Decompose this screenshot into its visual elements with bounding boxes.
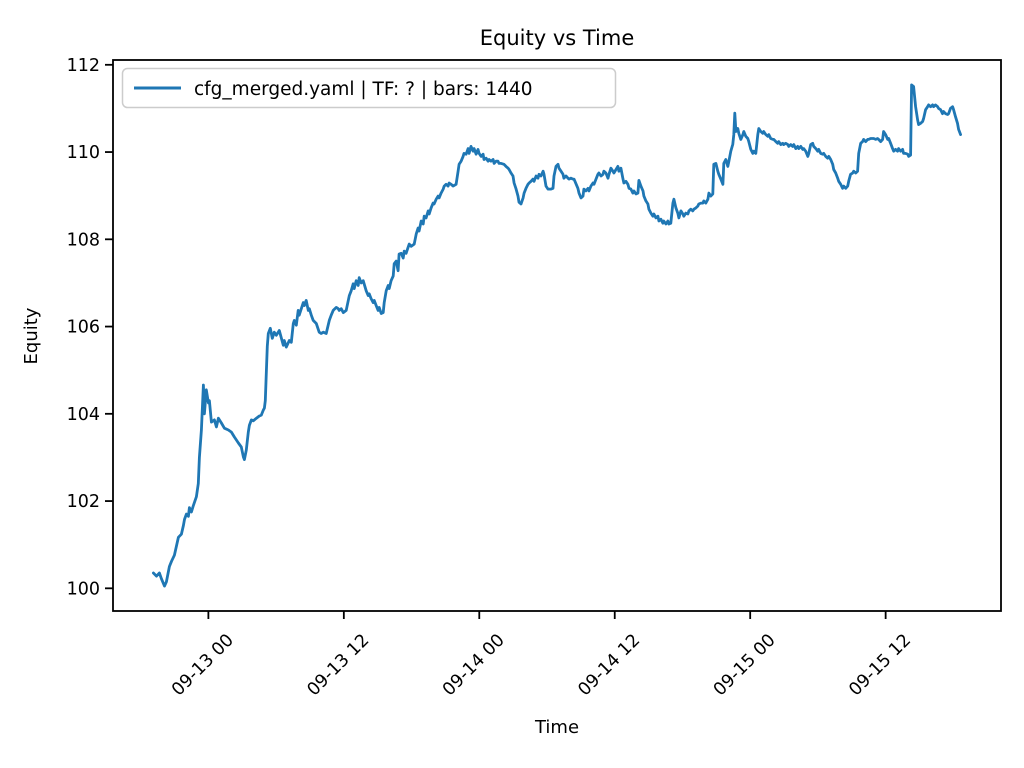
x-tick-label: 09-13 12: [304, 630, 374, 700]
x-tick-label: 09-15 12: [845, 630, 915, 700]
legend-label: cfg_merged.yaml | TF: ? | bars: 1440: [194, 79, 533, 100]
legend-box: [121, 67, 617, 109]
x-tick-label: 09-14 12: [574, 630, 644, 700]
y-ticks: 100 102 104 106 108 110 112: [67, 56, 113, 599]
y-tick-label: 104: [67, 405, 100, 425]
equity-line: [151, 83, 962, 588]
y-axis-label: Equity: [21, 307, 42, 364]
x-tick-label: 09-14 00: [439, 630, 509, 700]
y-tick-label: 106: [67, 318, 100, 338]
y-tick-label: 100: [67, 579, 100, 599]
legend: cfg_merged.yaml | TF: ? | bars: 1440: [121, 67, 617, 109]
x-tick-label: 09-13 00: [168, 630, 238, 700]
y-tick-label: 102: [67, 492, 100, 512]
chart-title: Equity vs Time: [480, 26, 635, 50]
plot-border: [112, 59, 1002, 612]
x-tick-label: 09-15 00: [710, 630, 780, 700]
y-tick-label: 108: [67, 230, 100, 250]
y-tick-label: 110: [67, 143, 100, 163]
x-axis-label: Time: [534, 717, 579, 738]
y-tick-label: 112: [67, 56, 100, 76]
x-ticks: 09-13 00 09-13 12 09-14 00 09-14 12 09-15 00…: [168, 611, 915, 700]
